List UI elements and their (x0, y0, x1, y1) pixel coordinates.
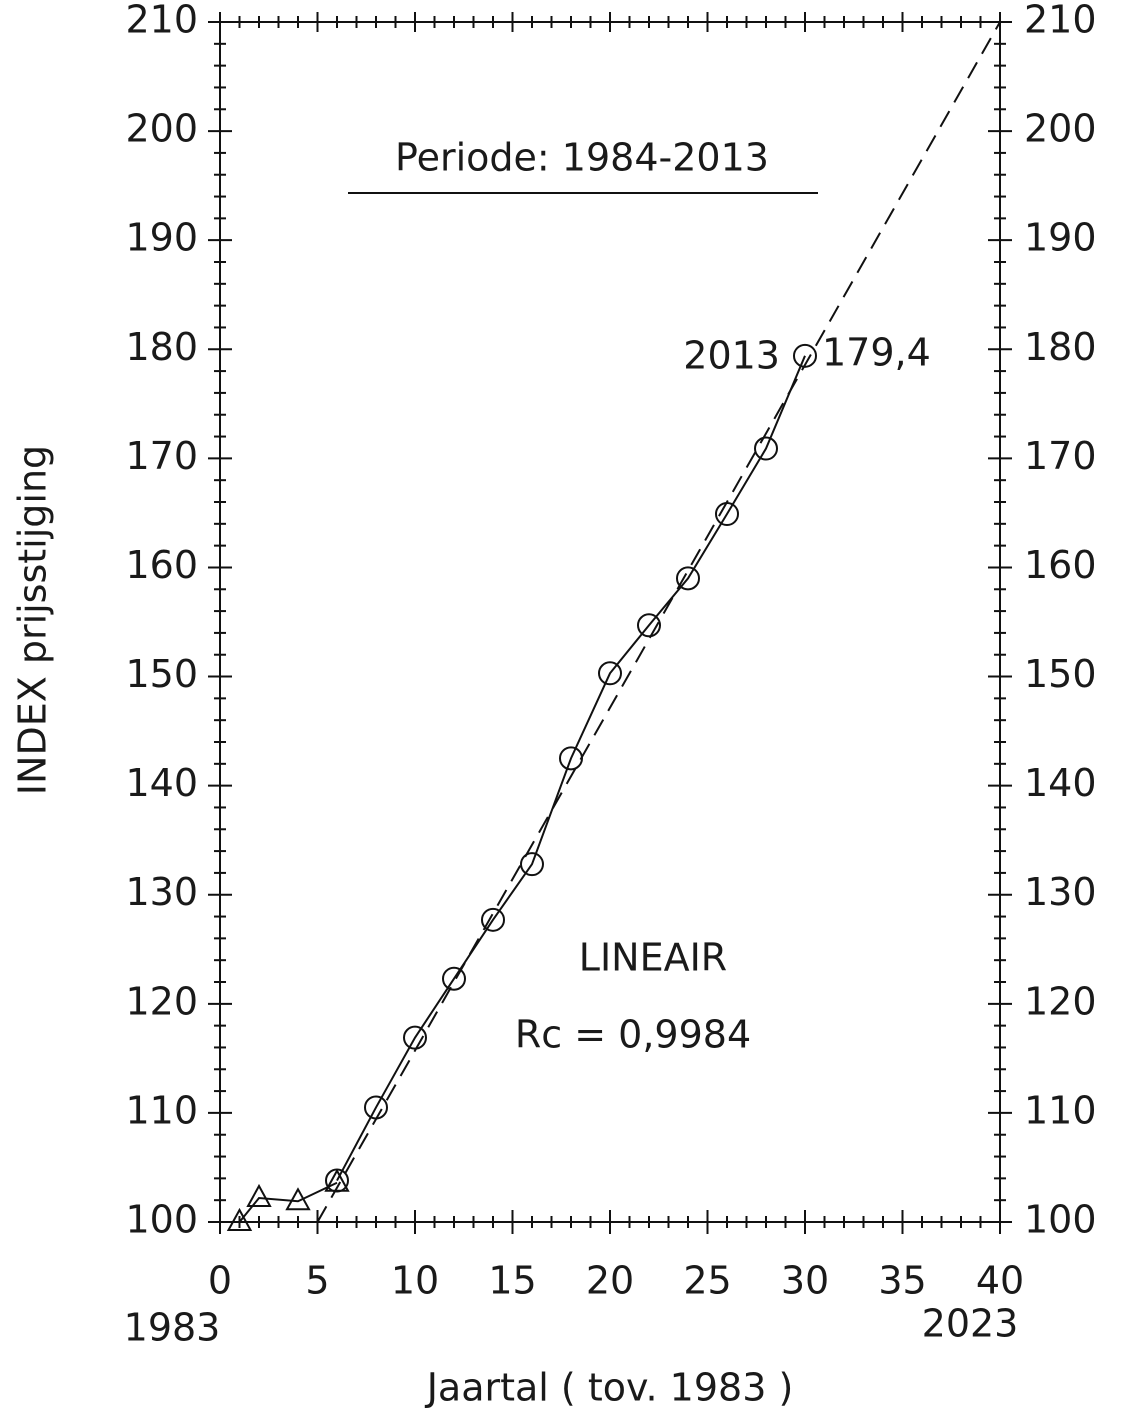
series-line (238, 1181, 338, 1223)
y2-tick-label: 180 (1024, 325, 1097, 369)
x-tick-label: 30 (781, 1259, 829, 1303)
y2-tick-label: 190 (1024, 216, 1097, 260)
x-tick-label: 5 (305, 1259, 329, 1303)
y-tick-label: 160 (125, 543, 198, 587)
x-tick-label: 10 (391, 1259, 439, 1303)
chart-title: Periode: 1984-2013 (395, 136, 769, 180)
triangle-marker (226, 1207, 253, 1231)
x-axis-label: Jaartal ( tov. 1983 ) (425, 1366, 794, 1410)
circle-marker (442, 966, 466, 991)
triangle-marker (246, 1183, 272, 1207)
x-tick-label: 20 (586, 1259, 634, 1303)
annotation: 179,4 (822, 331, 931, 375)
y2-tick-label: 130 (1024, 870, 1097, 914)
circle-marker (325, 1168, 349, 1193)
y2-tick-label: 140 (1024, 761, 1097, 805)
y-tick-label: 100 (125, 1198, 198, 1242)
y2-tick-label: 110 (1024, 1088, 1097, 1132)
y-tick-label: 200 (125, 107, 198, 151)
circle-marker (754, 436, 778, 461)
y-tick-label: 110 (125, 1088, 198, 1132)
y-tick-label: 170 (125, 434, 198, 478)
y2-tick-label: 200 (1024, 107, 1097, 151)
y-tick-label: 130 (125, 870, 198, 914)
y-tick-label: 120 (125, 979, 198, 1023)
y2-tick-label: 120 (1024, 979, 1097, 1023)
y-tick-label: 180 (125, 325, 198, 369)
trend-line (316, 21, 1001, 1223)
annotation: LINEAIR (579, 936, 727, 980)
y-tick-label: 150 (125, 652, 198, 696)
y2-tick-label: 170 (1024, 434, 1097, 478)
circle-marker (676, 566, 700, 591)
series-line (336, 355, 806, 1182)
y2-tick-label: 100 (1024, 1198, 1097, 1242)
y-axis-label: INDEX prijsstijging (11, 445, 55, 795)
x-tick-label: 40 (976, 1259, 1024, 1303)
y-tick-label: 190 (125, 216, 198, 260)
circle-marker (637, 613, 661, 638)
annotation: 2013 (683, 334, 780, 378)
y2-tick-label: 210 (1024, 0, 1097, 42)
annotation: Rc = 0,9984 (515, 1013, 751, 1057)
y2-tick-label: 150 (1024, 652, 1097, 696)
circle-marker (598, 661, 622, 686)
x-tick-label: 25 (683, 1259, 731, 1303)
x-tick-label: 15 (488, 1259, 536, 1303)
circle-marker (520, 852, 544, 877)
x-tick-label: 0 (208, 1259, 232, 1303)
circle-marker (481, 907, 505, 932)
x-secondary-label: 1983 (124, 1306, 221, 1350)
y-tick-label: 140 (125, 761, 198, 805)
y2-tick-label: 160 (1024, 543, 1097, 587)
x-tick-label: 35 (878, 1259, 926, 1303)
y-tick-label: 210 (125, 0, 198, 42)
x-secondary-label: 2023 (922, 1302, 1019, 1346)
triangle-marker (285, 1187, 311, 1211)
